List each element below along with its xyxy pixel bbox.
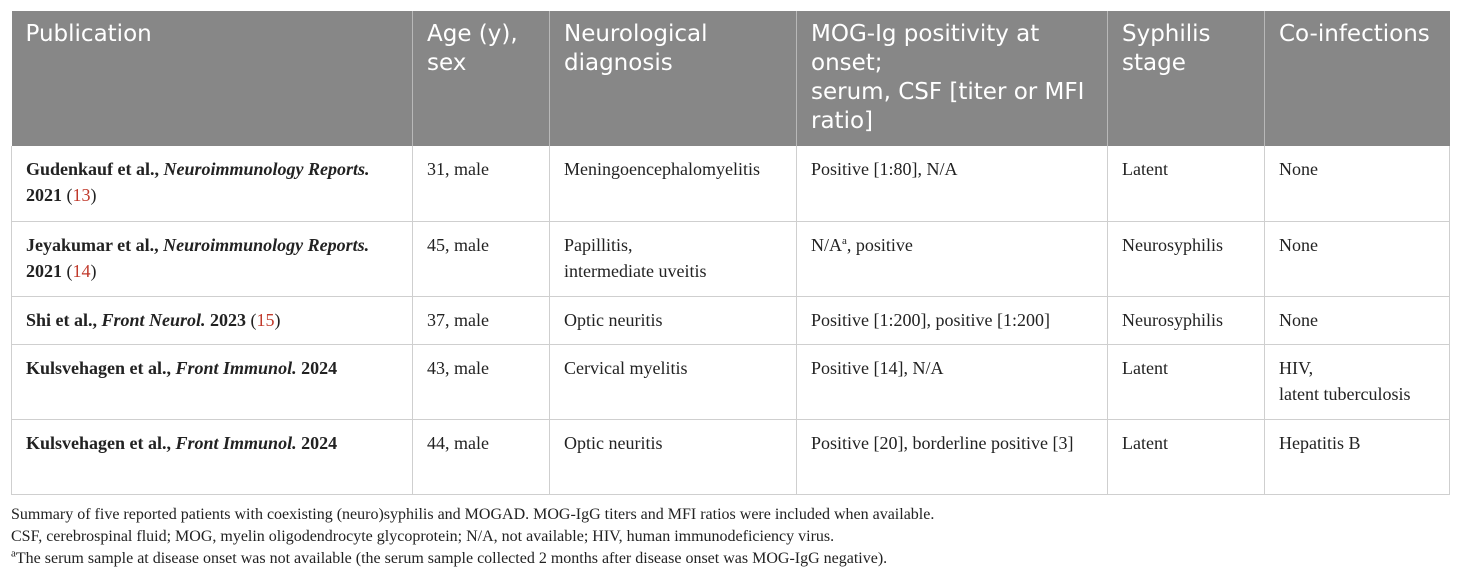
coinfections-cell: Hepatitis B	[1264, 419, 1450, 495]
journal: Front Neurol.	[101, 309, 206, 330]
header-mog-line1: MOG-Ig positivity at onset;	[811, 21, 1040, 76]
coinfection-line: Hepatitis B	[1279, 432, 1361, 453]
footnote-note: aThe serum sample at disease onset was n…	[11, 548, 1449, 570]
author: Kulsvehagen et al.,	[26, 357, 176, 378]
year: 2024	[296, 432, 338, 453]
stage-cell: Latent	[1107, 146, 1265, 222]
diagnosis-cell: Cervical myelitis	[549, 344, 797, 420]
diagnosis-line: Papillitis,	[564, 234, 633, 255]
table-row: Kulsvehagen et al., Front Immunol. 2024 …	[11, 419, 1450, 495]
age-sex-cell: 43, male	[412, 344, 550, 420]
diagnosis-line: Optic neuritis	[564, 309, 663, 330]
mog-cell: Positive [20], borderline positive [3]	[796, 419, 1108, 495]
author: Kulsvehagen et al.,	[26, 432, 176, 453]
age-sex-cell: 44, male	[412, 419, 550, 495]
patients-table: Publication Age (y), sex Neurological di…	[11, 11, 1450, 495]
table-footnotes: Summary of five reported patients with c…	[11, 504, 1449, 570]
header-row: Publication Age (y), sex Neurological di…	[11, 11, 1450, 146]
diagnosis-cell: Papillitis, intermediate uveitis	[549, 221, 797, 297]
diagnosis-cell: Optic neuritis	[549, 419, 797, 495]
mog-cell: Positive [14], N/A	[796, 344, 1108, 420]
age-sex-cell: 45, male	[412, 221, 550, 297]
coinfection-line: None	[1279, 234, 1318, 255]
footnote-summary: Summary of five reported patients with c…	[11, 506, 935, 523]
journal: Neuroimmunology Reports.	[163, 159, 370, 179]
year: 2021	[26, 260, 62, 281]
footnote-abbreviations: CSF, cerebrospinal fluid; MOG, myelin ol…	[11, 528, 835, 545]
header-mog-line2: serum, CSF [titer or MFI ratio]	[811, 79, 1085, 134]
header-publication: Publication	[11, 11, 413, 146]
patients-table-container: Publication Age (y), sex Neurological di…	[11, 11, 1450, 495]
diagnosis-line: Optic neuritis	[564, 432, 663, 453]
ref-open: (	[62, 185, 73, 205]
coinfection-line: latent tuberculosis	[1279, 383, 1411, 404]
diagnosis-line: Cervical myelitis	[564, 357, 688, 378]
mog-cell: Positive [1:200], positive [1:200]	[796, 296, 1108, 345]
stage-cell: Neurosyphilis	[1107, 221, 1265, 297]
table-row: Kulsvehagen et al., Front Immunol. 2024 …	[11, 344, 1450, 420]
stage-cell: Neurosyphilis	[1107, 296, 1265, 345]
publication-cell: Kulsvehagen et al., Front Immunol. 2024	[11, 344, 413, 420]
header-syphilis-stage: Syphilis stage	[1107, 11, 1265, 146]
reference-link[interactable]: 13	[72, 185, 91, 205]
mog-cell: N/Aa, positive	[796, 221, 1108, 297]
table-row: Jeyakumar et al., Neuroimmunology Report…	[11, 221, 1450, 297]
diagnosis-line: intermediate uveitis	[564, 260, 707, 281]
author: Shi et al.,	[26, 309, 102, 330]
publication-cell: Jeyakumar et al., Neuroimmunology Report…	[11, 221, 413, 297]
table-row: Shi et al., Front Neurol. 2023 (15) 37, …	[11, 296, 1450, 345]
header-age-sex: Age (y), sex	[412, 11, 550, 146]
footnote-note-marker: a	[11, 547, 16, 560]
publication-cell: Kulsvehagen et al., Front Immunol. 2024	[11, 419, 413, 495]
ref-open: (	[246, 309, 257, 330]
author: Jeyakumar et al.,	[26, 234, 164, 255]
coinfection-line: None	[1279, 309, 1318, 330]
publication-cell: Gudenkauf et al., Neuroimmunology Report…	[11, 146, 413, 222]
journal: Front Immunol.	[175, 357, 297, 378]
diagnosis-cell: Optic neuritis	[549, 296, 797, 345]
age-sex-cell: 31, male	[412, 146, 550, 222]
journal: Front Immunol.	[175, 432, 297, 453]
mog-cell: Positive [1:80], N/A	[796, 146, 1108, 222]
header-diagnosis: Neurological diagnosis	[549, 11, 797, 146]
diagnosis-cell: Meningoencephalomyelitis	[549, 146, 797, 222]
header-mog-positivity: MOG-Ig positivity at onset; serum, CSF […	[796, 11, 1108, 146]
stage-cell: Latent	[1107, 344, 1265, 420]
coinfections-cell: None	[1264, 146, 1450, 222]
reference-link[interactable]: 14	[72, 260, 91, 281]
header-coinfections: Co-infections	[1264, 11, 1450, 146]
footnote-marker: a	[842, 234, 847, 247]
mog-value-rest: , positive	[846, 234, 913, 255]
journal: Neuroimmunology Reports.	[163, 234, 370, 255]
year: 2024	[296, 357, 338, 378]
stage-cell: Latent	[1107, 419, 1265, 495]
coinfections-cell: None	[1264, 296, 1450, 345]
mog-value: N/A	[811, 234, 842, 255]
age-sex-cell: 37, male	[412, 296, 550, 345]
table-row: Gudenkauf et al., Neuroimmunology Report…	[11, 146, 1450, 222]
publication-cell: Shi et al., Front Neurol. 2023 (15)	[11, 296, 413, 345]
year: 2023	[205, 309, 247, 330]
coinfections-cell: HIV, latent tuberculosis	[1264, 344, 1450, 420]
footnote-note-text: The serum sample at disease onset was no…	[15, 550, 888, 567]
ref-close: )	[274, 309, 281, 330]
coinfection-line: None	[1279, 159, 1318, 179]
ref-close: )	[90, 260, 97, 281]
ref-open: (	[62, 260, 73, 281]
coinfection-line: HIV,	[1279, 357, 1314, 378]
diagnosis-line: Meningoencephalomyelitis	[564, 159, 760, 179]
ref-close: )	[90, 185, 97, 205]
coinfections-cell: None	[1264, 221, 1450, 297]
year: 2021	[26, 185, 62, 205]
reference-link[interactable]: 15	[256, 309, 275, 330]
author: Gudenkauf et al.,	[26, 159, 164, 179]
